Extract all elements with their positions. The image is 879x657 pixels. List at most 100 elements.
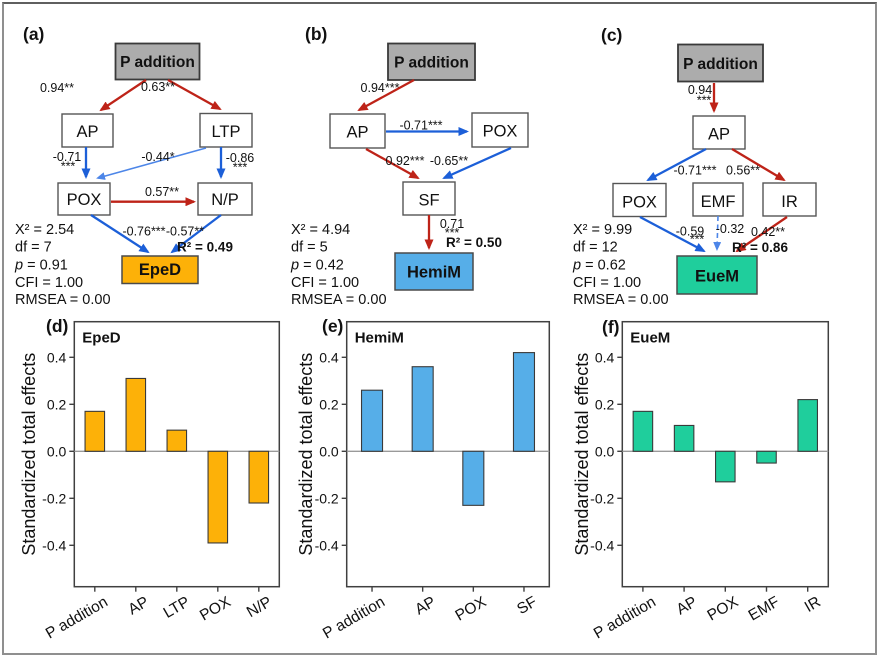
path-label-sf-hemim: 0.71 [440, 217, 464, 231]
fit-p-c: p = 0.62 [572, 258, 626, 274]
x-tick-label-POX: POX [704, 593, 741, 624]
chart-hemim: (e) Standardized total effects 0.4 0.2 0.0 -0… [296, 316, 551, 643]
bar-POX [714, 450, 736, 483]
sem-panel-b: (b) P addition 0.94*** AP POX -0.71*** 0… [290, 24, 529, 308]
node-p-addition [387, 42, 476, 81]
path-label-ltp-np: -0.86 [226, 151, 255, 165]
path-label-ap-pox-stars: *** [61, 160, 76, 174]
bar-P addition [84, 410, 106, 452]
node-p-addition-label: P addition [683, 56, 758, 73]
fit-rmsea-c: RMSEA = 0.00 [573, 292, 669, 308]
path-label-paddition-ap: 0.94 [688, 83, 712, 97]
panel-label-c: (c) [601, 25, 622, 45]
node-ap-label: AP [76, 123, 98, 141]
fit-cfi-a: CFI = 1.00 [15, 275, 83, 291]
y-tick-label: -0.2 [590, 490, 614, 506]
bar-EMF [756, 450, 777, 464]
path-label-ltp-pox: -0.44* [141, 150, 174, 164]
x-tick-label-AP: AP [412, 593, 438, 618]
path-ap-to-ir [731, 148, 786, 182]
path-label-pox-euem: -0.59 [676, 225, 705, 239]
path-label-ltp-np-stars: *** [233, 161, 248, 175]
y-tick-label: 0.0 [595, 443, 615, 459]
bar-AP [673, 424, 695, 452]
panel-label-b: (b) [305, 24, 327, 44]
fit-chi-b: X² = 4.94 [291, 222, 350, 238]
node-pox [471, 112, 529, 148]
x-tick-label-N/P: N/P [244, 593, 275, 621]
panel-label: (d) [46, 316, 68, 336]
path-ap-to-sf [365, 147, 420, 180]
node-sf-label: SF [418, 192, 439, 210]
bar-IR [797, 399, 819, 452]
node-ap [61, 113, 114, 148]
node-euem [676, 255, 758, 295]
x-tick-label-POX: POX [452, 593, 489, 624]
y-tick-label: 0.0 [47, 443, 67, 459]
path-label-paddition-ap: 0.94*** [361, 81, 400, 95]
y-axis-title: Standardized total effects [572, 353, 592, 556]
fit-chi-a: X² = 2.54 [15, 222, 74, 238]
fit-chi-c: X² = 9.99 [573, 222, 632, 238]
chart-title: HemiM [355, 330, 404, 347]
node-eped [121, 255, 199, 285]
node-sf [402, 181, 456, 216]
path-label-emf-euem: -0.32 [716, 222, 745, 236]
x-tick-label-POX: POX [197, 593, 234, 624]
node-eped-label: EpeD [139, 261, 181, 279]
path-label-ap-ir: 0.56** [726, 164, 760, 178]
path-pox-to-euem [639, 215, 706, 253]
path-np-to-eped [170, 214, 222, 254]
y-tick-label: -0.2 [42, 490, 66, 506]
y-axis-title: Standardized total effects [296, 353, 316, 556]
path-ap-to-pox [646, 147, 707, 182]
node-pox-label: POX [622, 194, 657, 212]
x-tick-label-AP: AP [674, 593, 700, 618]
path-paddition-to-ap [99, 79, 147, 112]
y-tick-label: -0.4 [42, 537, 66, 553]
x-tick-label-IR: IR [802, 593, 824, 615]
path-label-ap-pox: -0.71*** [399, 119, 442, 133]
node-pox [612, 182, 667, 218]
x-tick-label-LTP: LTP [161, 593, 193, 621]
y-tick-label: -0.4 [315, 537, 339, 553]
x-tick-label-P addition: P addition [43, 593, 111, 642]
fit-p-a: p = 0.91 [14, 258, 68, 274]
y-tick-label: 0.4 [47, 349, 67, 365]
fit-cfi-b: CFI = 1.00 [291, 275, 359, 291]
bar-P addition [632, 410, 654, 452]
node-ap [692, 115, 746, 150]
bar-POX [207, 450, 229, 544]
path-label-pox-np: 0.57** [145, 185, 179, 199]
x-tick-label-P addition: P addition [591, 593, 659, 642]
fit-rmsea-a: RMSEA = 0.00 [15, 292, 111, 308]
node-p-addition [677, 43, 764, 83]
path-ir-to-euem [735, 216, 788, 253]
bar-AP [411, 366, 434, 452]
node-ltp-label: LTP [211, 123, 240, 141]
bar-SF [512, 352, 536, 452]
chart-euem: (f) Standardized total effects 0.4 0.2 0.0 -0… [572, 317, 830, 643]
bar-LTP [166, 429, 188, 452]
bar-P addition [360, 389, 384, 452]
path-label-ap-pox: -0.71 [53, 150, 82, 164]
fit-df-b: df = 5 [291, 240, 328, 256]
node-emf [692, 182, 744, 217]
chart-title: EpeD [82, 330, 121, 347]
path-label-np-eped: -0.57** [166, 225, 204, 239]
node-ap-label: AP [708, 126, 730, 144]
y-tick-label: 0.2 [595, 396, 615, 412]
path-paddition-to-ap [357, 78, 415, 112]
y-tick-label: 0.4 [595, 349, 615, 365]
r-squared-hemim: R² = 0.50 [446, 235, 502, 250]
node-hemim [394, 252, 474, 291]
path-label-ap-sf: 0.92*** [386, 154, 425, 168]
x-tick-label-SF: SF [514, 593, 540, 618]
y-tick-label: 0.0 [319, 443, 339, 459]
path-paddition-to-ltp [167, 78, 222, 111]
node-ap [329, 113, 386, 149]
path-label-pox-euem-stars: *** [690, 233, 705, 247]
y-axis-title: Standardized total effects [19, 353, 39, 556]
fit-rmsea-b: RMSEA = 0.00 [291, 292, 387, 308]
